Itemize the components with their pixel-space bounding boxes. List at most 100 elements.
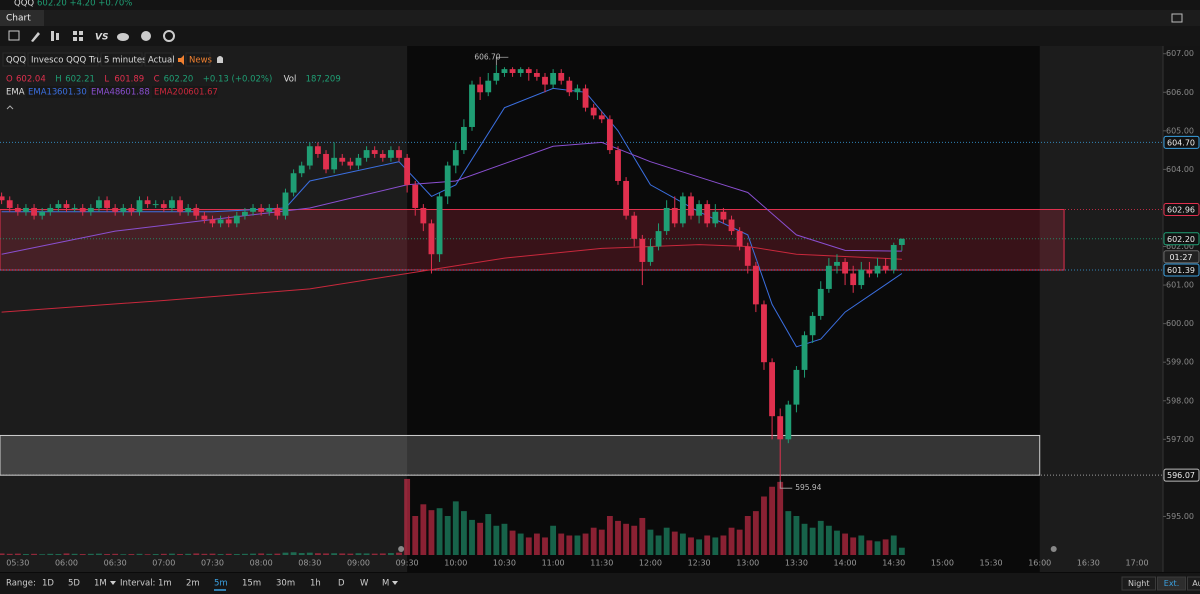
compare-button[interactable]: VS [95, 33, 108, 43]
candle-body [47, 207, 54, 212]
ohlc-key: C [154, 75, 160, 85]
candle-body [347, 161, 354, 166]
candle-body [31, 207, 37, 216]
x-tick-label: 08:30 [298, 559, 321, 568]
price-label-box [1163, 263, 1200, 277]
toggle-label[interactable]: Auto [1192, 579, 1200, 588]
candle-body [858, 269, 865, 286]
volume-bar [582, 533, 589, 555]
candle-body [452, 150, 459, 166]
header-chip[interactable] [144, 52, 173, 67]
maximize-icon[interactable] [1171, 13, 1183, 23]
candle-body [566, 80, 573, 93]
interval-option[interactable]: W [360, 579, 369, 589]
annotation-leader [495, 56, 509, 66]
range-option[interactable]: 1D [42, 579, 54, 589]
interval-option[interactable]: 1m [158, 579, 172, 589]
candle-body [185, 207, 192, 212]
header-interval[interactable]: 5 minutes [104, 56, 147, 66]
interval-option[interactable]: 5m [214, 579, 228, 589]
candle-body [160, 204, 167, 208]
interval-option[interactable]: 15m [242, 579, 261, 589]
candle-body [598, 115, 605, 120]
grid-icon[interactable] [73, 31, 77, 35]
toggle-button[interactable] [1157, 576, 1186, 591]
header-chip[interactable] [2, 52, 26, 67]
candle-body [639, 238, 646, 262]
header-chip[interactable] [185, 52, 211, 67]
toggle-label[interactable]: Ext. [1164, 579, 1179, 588]
volume-bar [152, 554, 159, 555]
volume-bar [882, 539, 889, 555]
candle-body [744, 246, 751, 266]
collapse-icon[interactable] [6, 105, 14, 110]
volume-bar [0, 553, 5, 555]
interval-option[interactable]: 2m [186, 579, 200, 589]
volume-bar [842, 533, 849, 555]
volume-bar [598, 529, 605, 555]
toggle-button[interactable] [1121, 576, 1156, 591]
tab-label[interactable]: Chart [6, 14, 31, 24]
bell-icon[interactable] [217, 56, 223, 63]
volume-bar [290, 552, 297, 555]
volume-bar [128, 554, 135, 555]
volume-bar [136, 553, 143, 555]
candle-body [420, 207, 427, 224]
drawing-icon[interactable] [31, 32, 40, 42]
candle-body [663, 207, 670, 232]
dollar-icon[interactable] [141, 31, 151, 41]
candle-body [793, 369, 800, 405]
x-tick-label: 07:30 [201, 559, 224, 568]
candle-body [331, 157, 338, 170]
range-option[interactable]: 1M [94, 579, 107, 589]
interval-option[interactable]: M [382, 579, 389, 589]
ohlc-value: +0.13 (+0.02%) [203, 75, 273, 85]
volume-bar [850, 537, 857, 555]
volume-bar [671, 531, 678, 555]
volume-bar [574, 535, 581, 555]
volume-bar [825, 525, 832, 555]
volume-bar [274, 553, 281, 555]
candle-body [752, 265, 759, 305]
volume-bar [6, 553, 13, 555]
top-bar [0, 0, 1200, 10]
chart-style-icon[interactable] [8, 30, 20, 41]
candle-body [428, 223, 435, 255]
candle-body [379, 153, 386, 158]
interval-option[interactable]: 1h [310, 579, 321, 589]
volume-bar [371, 553, 378, 555]
candle-body [542, 76, 548, 85]
header-chip[interactable] [27, 52, 99, 67]
header-news[interactable]: News [189, 56, 213, 66]
y-tick-label: 598.00 [1166, 396, 1194, 405]
chart-tab[interactable] [0, 10, 44, 26]
settings-icon[interactable] [163, 30, 175, 42]
y-tick-label: 601.00 [1166, 281, 1194, 290]
toggle-label[interactable]: Night [1128, 579, 1150, 588]
header-symbol[interactable]: QQQ [6, 56, 26, 66]
candle-body [590, 107, 597, 116]
candle-body [209, 219, 216, 224]
header-name[interactable]: Invesco QQQ Trust [31, 56, 110, 66]
studies-icon[interactable] [51, 31, 54, 41]
volume-bar [96, 553, 102, 555]
header-mode[interactable]: Actual [148, 56, 175, 66]
x-tick-label: 14:00 [834, 559, 857, 568]
range-dropdown[interactable] [110, 581, 116, 585]
ema-legend-value: 601.67 [188, 88, 218, 98]
volume-bar [898, 547, 905, 555]
toggle-button[interactable] [1187, 576, 1200, 591]
volume-bar [777, 481, 784, 555]
cloud-icon[interactable] [117, 33, 129, 41]
zone [0, 434, 1041, 476]
header-chip[interactable] [100, 52, 143, 67]
candle-body [258, 207, 265, 212]
interval-dropdown[interactable] [392, 581, 398, 585]
interval-option[interactable]: 30m [276, 579, 295, 589]
interval-option[interactable]: D [338, 579, 345, 589]
range-option[interactable]: 5D [68, 579, 80, 589]
bottom-bar [0, 573, 1200, 594]
candle-body [233, 215, 240, 224]
volume-bar [801, 523, 808, 555]
